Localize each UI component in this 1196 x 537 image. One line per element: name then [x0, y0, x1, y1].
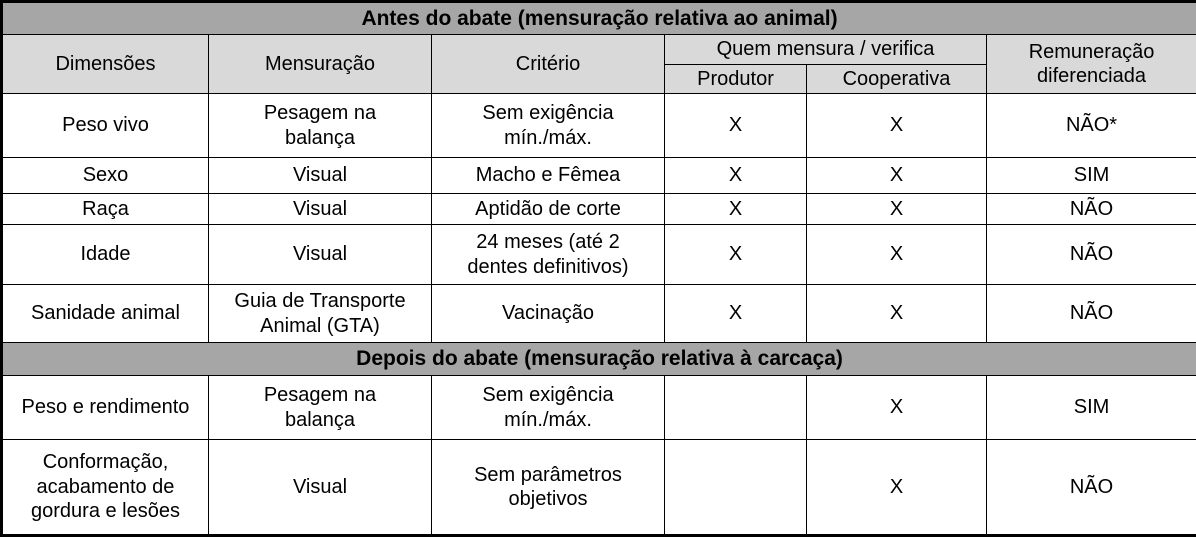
- cell-cooperative-mark: X: [806, 224, 987, 285]
- cell-cooperative-mark: X: [806, 439, 987, 536]
- table-row: Sanidade animal Guia de Transporte Anima…: [1, 284, 1196, 343]
- cell-criterion-line2: dentes definitivos): [467, 255, 629, 278]
- cell-measurement-line1: Guia de Transporte: [234, 290, 406, 313]
- cell-criterion-line2: objetivos: [508, 488, 588, 510]
- cell-measurement-line1: Pesagem na: [263, 102, 377, 125]
- cell-criterion: Sem exigência mín./máx.: [431, 375, 665, 440]
- cell-criterion-line1: 24 meses (até 2: [476, 231, 620, 254]
- column-header-who-measures: Quem mensura / verifica: [664, 34, 987, 65]
- cell-dimension: Peso e rendimento: [1, 375, 209, 440]
- cell-payment: SIM: [985, 375, 1196, 440]
- cell-cooperative-mark: X: [806, 157, 987, 194]
- cell-criterion: Vacinação: [431, 284, 665, 343]
- table-row: Peso vivo Pesagem na balança Sem exigênc…: [1, 93, 1196, 158]
- cell-payment: NÃO: [985, 193, 1196, 225]
- cell-producer-mark: X: [664, 93, 807, 158]
- cell-cooperative-mark: X: [806, 375, 987, 440]
- table-row: Raça Visual Aptidão de corte X X NÃO: [1, 193, 1196, 225]
- section-banner-after-slaughter: Depois do abate (mensuração relativa à c…: [0, 342, 1196, 376]
- cell-criterion-line2: mín./máx.: [504, 408, 592, 431]
- cell-dimension-line2: acabamento de: [36, 475, 175, 498]
- cell-producer-mark: X: [664, 224, 807, 285]
- column-header-row: Dimensões Mensuração Critério Quem mensu…: [1, 34, 1196, 94]
- cell-cooperative-mark: X: [806, 93, 987, 158]
- cell-dimension: Raça: [1, 193, 209, 225]
- cell-dimension: Idade: [1, 224, 209, 285]
- column-header-measurement: Mensuração: [208, 34, 432, 94]
- cell-criterion: Macho e Fêmea: [431, 157, 665, 194]
- table-row: Sexo Visual Macho e Fêmea X X SIM: [1, 157, 1196, 194]
- column-header-criterion: Critério: [431, 34, 665, 94]
- cell-dimension-line1: Conformação,: [42, 451, 169, 474]
- cell-dimension: Conformação, acabamento de gordura e les…: [1, 439, 209, 536]
- cell-measurement-line1: Pesagem na: [263, 384, 377, 407]
- cell-criterion: Sem exigência mín./máx.: [431, 93, 665, 158]
- cell-dimension-line3: gordura e lesões: [31, 500, 180, 523]
- column-header-producer: Produtor: [664, 63, 807, 94]
- cell-producer-mark: X: [664, 157, 807, 194]
- section-banner-row-before-slaughter: Antes do abate (mensuração relativa ao a…: [0, 1, 1196, 35]
- table-row: Conformação, acabamento de gordura e les…: [1, 439, 1196, 536]
- column-header-payment-line1: Remuneração: [1028, 40, 1155, 63]
- cell-measurement-line2: Animal (GTA): [260, 314, 380, 337]
- section-banner-before-slaughter: Antes do abate (mensuração relativa ao a…: [0, 1, 1196, 35]
- cell-cooperative-mark: X: [806, 193, 987, 225]
- cell-measurement: Guia de Transporte Animal (GTA): [208, 284, 432, 343]
- table-row: Idade Visual 24 meses (até 2 dentes defi…: [1, 224, 1196, 285]
- cell-dimension: Sexo: [1, 157, 209, 194]
- column-subheader-row: Produtor Cooperativa: [2, 63, 1196, 94]
- cell-payment: SIM: [985, 157, 1196, 194]
- cell-measurement-line2: balança: [284, 408, 356, 431]
- cell-criterion: Aptidão de corte: [431, 193, 665, 225]
- cell-measurement: Visual: [208, 224, 432, 285]
- column-header-payment-line2: diferenciada: [1037, 65, 1146, 87]
- cell-measurement: Visual: [208, 157, 432, 194]
- cell-measurement-line2: balança: [284, 126, 356, 149]
- column-header-payment: Remuneração diferenciada: [985, 34, 1196, 94]
- cell-payment: NÃO: [985, 224, 1196, 285]
- cell-cooperative-mark: X: [806, 284, 987, 343]
- cell-criterion: 24 meses (até 2 dentes definitivos): [431, 224, 665, 285]
- cell-payment: NÃO: [985, 284, 1196, 343]
- column-header-cooperative: Cooperativa: [806, 63, 987, 94]
- cell-criterion: Sem parâmetros objetivos: [431, 439, 665, 536]
- cell-measurement: Pesagem na balança: [208, 93, 432, 158]
- section-banner-row-after-slaughter: Depois do abate (mensuração relativa à c…: [0, 342, 1196, 376]
- cell-dimension: Sanidade animal: [1, 284, 209, 343]
- cell-measurement: Visual: [208, 193, 432, 225]
- table-row: Peso e rendimento Pesagem na balança Sem…: [1, 375, 1196, 440]
- cell-payment: NÃO: [985, 439, 1196, 536]
- cell-producer-mark: X: [664, 284, 807, 343]
- cell-producer-mark: X: [664, 193, 807, 225]
- cell-producer-mark: [664, 375, 807, 440]
- cell-producer-mark: [664, 439, 807, 536]
- cell-measurement: Pesagem na balança: [208, 375, 432, 440]
- cell-criterion-line1: Sem exigência: [482, 384, 614, 407]
- cell-payment: NÃO*: [985, 93, 1196, 158]
- cell-measurement: Visual: [208, 439, 432, 536]
- column-header-dimensions: Dimensões: [1, 34, 209, 94]
- cell-criterion-line2: mín./máx.: [504, 126, 592, 149]
- cell-dimension: Peso vivo: [1, 93, 209, 158]
- cell-criterion-line1: Sem exigência: [482, 102, 614, 125]
- cell-criterion-line1: Sem parâmetros: [474, 463, 622, 486]
